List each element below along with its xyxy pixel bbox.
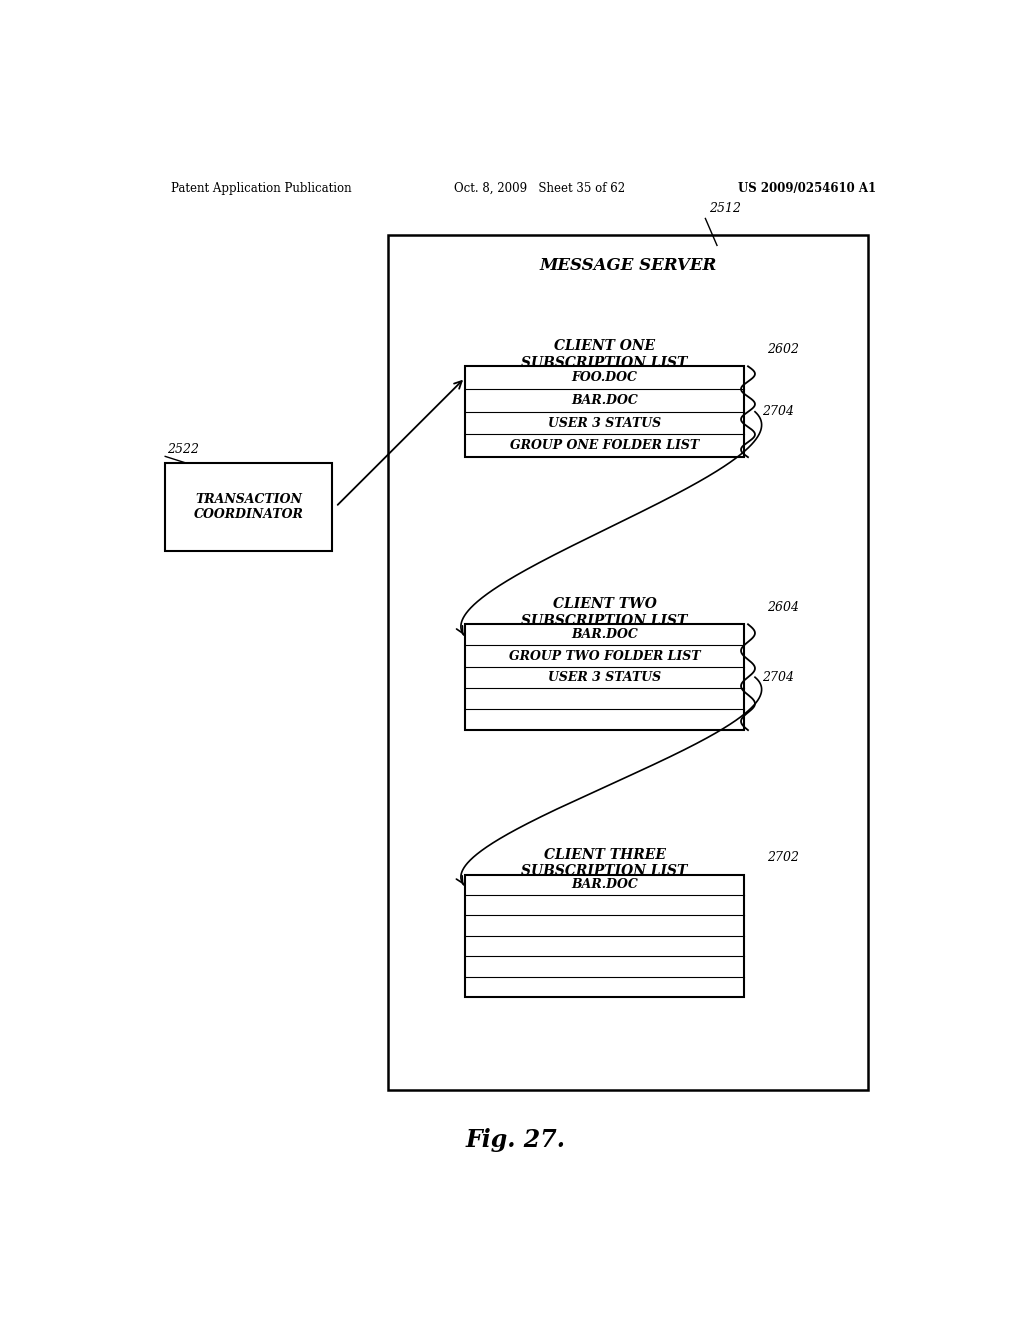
Text: TRANSACTION
COORDINATOR: TRANSACTION COORDINATOR — [194, 492, 303, 521]
Text: 2522: 2522 — [167, 444, 199, 457]
Text: Patent Application Publication: Patent Application Publication — [171, 182, 351, 194]
Bar — [465, 875, 744, 997]
Text: GROUP ONE FOLDER LIST: GROUP ONE FOLDER LIST — [510, 440, 699, 453]
Bar — [165, 462, 332, 552]
Text: BAR.DOC: BAR.DOC — [571, 628, 638, 642]
Text: GROUP TWO FOLDER LIST: GROUP TWO FOLDER LIST — [509, 649, 700, 663]
Text: 2702: 2702 — [767, 851, 800, 865]
Text: US 2009/0254610 A1: US 2009/0254610 A1 — [737, 182, 876, 194]
Text: 2604: 2604 — [767, 601, 800, 614]
Bar — [465, 367, 744, 457]
Text: BAR.DOC: BAR.DOC — [571, 878, 638, 891]
Text: FOO.DOC: FOO.DOC — [571, 371, 638, 384]
Text: CLIENT ONE
SUBSCRIPTION LIST: CLIENT ONE SUBSCRIPTION LIST — [521, 339, 688, 370]
Text: MESSAGE SERVER: MESSAGE SERVER — [540, 257, 717, 275]
Text: 2602: 2602 — [767, 343, 800, 356]
Text: BAR.DOC: BAR.DOC — [571, 393, 638, 407]
Text: Fig. 27.: Fig. 27. — [466, 1127, 565, 1151]
Text: 2704: 2704 — [762, 405, 794, 418]
Bar — [465, 624, 744, 730]
Text: 2704: 2704 — [762, 671, 794, 684]
Text: USER 3 STATUS: USER 3 STATUS — [548, 671, 662, 684]
Text: USER 3 STATUS: USER 3 STATUS — [548, 417, 662, 429]
Text: CLIENT TWO
SUBSCRIPTION LIST: CLIENT TWO SUBSCRIPTION LIST — [521, 598, 688, 627]
Text: CLIENT THREE
SUBSCRIPTION LIST: CLIENT THREE SUBSCRIPTION LIST — [521, 847, 688, 878]
Bar — [388, 235, 868, 1090]
Text: 2512: 2512 — [710, 202, 741, 215]
Text: Oct. 8, 2009   Sheet 35 of 62: Oct. 8, 2009 Sheet 35 of 62 — [454, 182, 625, 194]
